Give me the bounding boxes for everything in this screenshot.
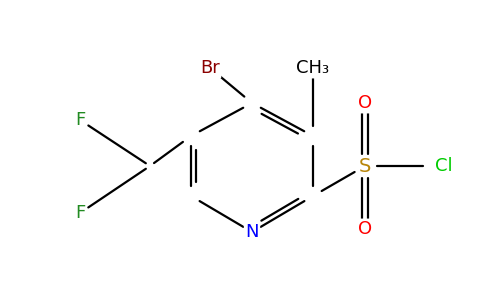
Text: O: O <box>358 94 372 112</box>
Text: Cl: Cl <box>435 157 453 175</box>
Text: S: S <box>359 157 371 175</box>
Text: O: O <box>358 220 372 238</box>
Text: N: N <box>245 223 259 241</box>
Text: Br: Br <box>200 59 220 77</box>
Text: CH₃: CH₃ <box>296 59 330 77</box>
Text: F: F <box>75 204 85 222</box>
Text: F: F <box>75 111 85 129</box>
